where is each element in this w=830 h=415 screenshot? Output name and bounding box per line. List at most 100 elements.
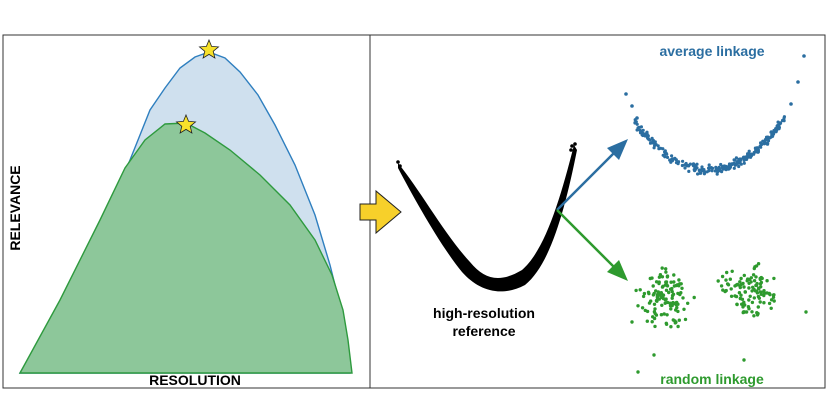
scatter-point: [672, 273, 676, 277]
scatter-point: [715, 172, 719, 176]
scatter-point: [728, 277, 732, 281]
scatter-point: [763, 138, 768, 142]
scatter-point: [707, 163, 711, 167]
x-axis-label: RESOLUTION: [149, 372, 241, 388]
scatter-point: [804, 310, 808, 314]
scatter-point: [657, 275, 662, 279]
scatter-point: [638, 131, 643, 135]
scatter-point: [687, 169, 691, 173]
scatter-point: [652, 353, 656, 357]
scatter-point: [772, 128, 776, 133]
scatter-point: [748, 294, 752, 298]
scatter-point: [734, 156, 739, 160]
scatter-point: [573, 142, 577, 146]
scatter-point: [751, 273, 756, 277]
scatter-point: [630, 104, 634, 108]
scatter-point: [683, 317, 688, 322]
reference-point-cloud: [398, 145, 577, 292]
scatter-point: [726, 165, 731, 169]
scatter-point: [643, 134, 647, 138]
scatter-point: [645, 319, 649, 323]
scatter-point: [710, 169, 714, 173]
scatter-point: [659, 313, 664, 317]
scatter-point: [677, 278, 681, 282]
scatter-point: [692, 295, 696, 300]
scatter-point: [752, 314, 756, 318]
scatter-point: [730, 269, 734, 273]
scatter-point: [570, 144, 574, 148]
scatter-point: [650, 320, 654, 324]
scatter-point: [756, 294, 761, 299]
scatter-point: [750, 300, 755, 305]
scatter-point: [764, 135, 769, 139]
scatter-point: [664, 288, 669, 292]
scatter-point: [661, 147, 665, 151]
scatter-point: [780, 118, 785, 123]
scatter-point: [652, 146, 656, 150]
scatter-point: [772, 276, 776, 281]
scatter-point: [670, 154, 674, 158]
scatter-point: [769, 306, 773, 310]
scatter-point: [634, 288, 638, 293]
scatter-point: [738, 280, 742, 284]
scatter-point: [650, 136, 654, 140]
scatter-point: [752, 266, 756, 271]
scatter-point: [742, 158, 746, 162]
scatter-point: [714, 165, 718, 169]
scatter-point: [642, 291, 647, 296]
random-branch-arrow: [556, 209, 628, 281]
scatter-point: [747, 286, 751, 290]
scatter-point: [738, 285, 742, 290]
scatter-point: [675, 283, 680, 287]
upper-peak-star-icon: [198, 38, 220, 59]
scatter-point: [635, 122, 639, 126]
scatter-point: [750, 289, 754, 293]
scatter-point: [635, 116, 639, 120]
reference-outlier-points: [396, 142, 577, 168]
scatter-point: [668, 158, 672, 162]
scatter-point: [651, 315, 655, 319]
scatter-point: [677, 318, 681, 322]
scatter-point: [651, 293, 656, 297]
scatter-point: [705, 170, 709, 174]
scatter-point: [653, 140, 657, 144]
scatter-point: [747, 298, 751, 302]
scatter-point: [641, 294, 646, 299]
scatter-point: [733, 284, 737, 288]
scatter-point: [776, 123, 780, 128]
scatter-point: [742, 161, 746, 165]
scatter-point: [659, 291, 663, 296]
scatter-point: [660, 303, 664, 307]
scatter-point: [657, 147, 661, 151]
scatter-point: [802, 54, 806, 58]
scatter-point: [676, 324, 680, 329]
scatter-point: [756, 311, 760, 316]
scatter-point: [724, 278, 728, 282]
scatter-point: [636, 126, 640, 130]
scatter-point: [742, 285, 746, 289]
scatter-point: [747, 149, 751, 153]
random-linkage-points: [630, 262, 808, 374]
scatter-point: [752, 152, 756, 156]
scatter-point: [796, 80, 800, 84]
scatter-point: [648, 276, 652, 281]
scatter-point: [667, 290, 671, 295]
scatter-point: [766, 139, 771, 143]
scatter-point: [721, 288, 725, 292]
scatter-point: [665, 155, 670, 159]
scatter-point: [754, 283, 758, 288]
scatter-point: [674, 158, 678, 162]
scatter-point: [670, 303, 674, 308]
scatter-point: [748, 155, 753, 159]
scatter-point: [758, 300, 762, 304]
scatter-point: [654, 289, 658, 293]
scatter-point: [646, 290, 651, 294]
scatter-point: [624, 92, 628, 96]
scatter-point: [711, 166, 715, 170]
scatter-point: [721, 167, 726, 171]
average-branch-arrow: [556, 139, 628, 211]
scatter-point: [725, 270, 729, 275]
scatter-point: [677, 160, 681, 164]
scatter-point: [738, 157, 742, 161]
